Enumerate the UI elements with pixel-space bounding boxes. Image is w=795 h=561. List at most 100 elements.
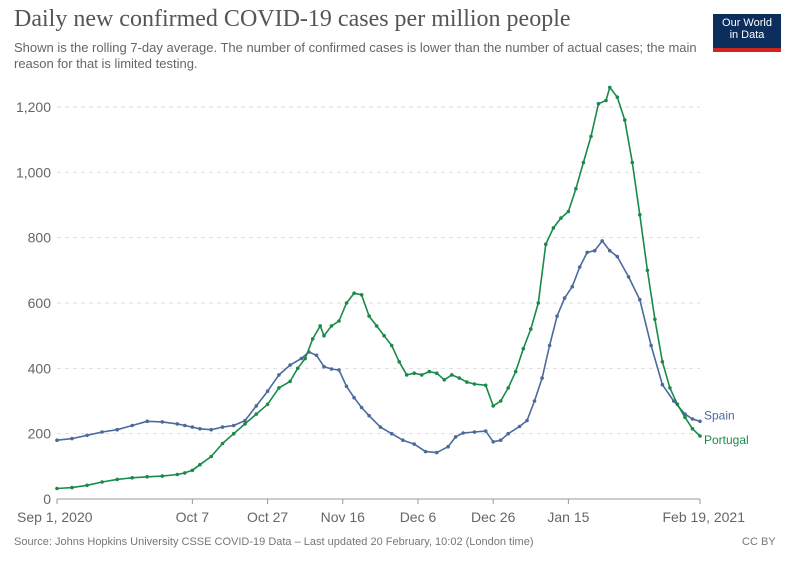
data-point-portugal (419, 373, 424, 377)
data-point-spain (254, 404, 259, 408)
data-point-spain (690, 417, 695, 421)
data-point-spain (453, 435, 458, 439)
owid-logo[interactable]: Our World in Data (713, 14, 781, 52)
data-point-portugal (457, 376, 462, 380)
data-point-spain (183, 423, 187, 428)
data-point-spain (378, 425, 383, 429)
x-tick-label: Oct 27 (247, 509, 288, 525)
x-tick-label: Oct 7 (176, 509, 210, 525)
x-tick-label: Nov 16 (321, 509, 366, 525)
data-point-portugal (442, 378, 447, 382)
data-point-portugal (130, 476, 134, 480)
data-point-spain (175, 422, 180, 426)
data-point-spain (299, 356, 304, 361)
data-point-spain (498, 438, 503, 443)
data-point-portugal (55, 486, 59, 491)
data-point-portugal (559, 216, 563, 220)
y-tick-label: 200 (28, 426, 52, 442)
data-point-portugal (254, 412, 259, 416)
data-point-portugal (513, 369, 518, 374)
data-point-portugal (483, 383, 488, 388)
data-point-portugal (529, 327, 533, 331)
data-point-portugal (521, 346, 526, 351)
data-point-portugal (352, 291, 356, 296)
data-point-spain (265, 389, 270, 394)
data-point-portugal (412, 371, 417, 376)
data-point-spain (592, 248, 597, 253)
data-point-portugal (295, 366, 300, 371)
data-point-portugal (506, 386, 511, 390)
data-point-spain (243, 418, 247, 423)
data-point-spain (367, 413, 371, 418)
data-point-portugal (608, 85, 612, 90)
data-point-portugal (668, 386, 672, 390)
data-point-portugal (160, 474, 165, 478)
data-point-portugal (427, 369, 432, 374)
data-point-portugal (318, 324, 323, 328)
data-point-spain (491, 440, 496, 444)
data-point-portugal (472, 382, 477, 386)
data-point-spain (55, 438, 59, 443)
series-line-spain (56, 240, 701, 454)
x-tick-label: Sep 1, 2020 (17, 509, 93, 525)
license-label[interactable]: CC BY (742, 536, 776, 548)
data-point-spain (517, 424, 522, 429)
data-point-portugal (243, 422, 247, 426)
chart-subtitle: Shown is the rolling 7-day average. The … (14, 40, 697, 71)
data-point-spain (626, 275, 631, 279)
data-point-spain (555, 314, 559, 318)
data-point-spain (100, 430, 104, 434)
data-point-portugal (359, 293, 364, 297)
data-point-spain (220, 425, 225, 429)
data-point-portugal (209, 454, 213, 459)
series-label-portugal: Portugal (704, 433, 749, 447)
data-point-portugal (231, 431, 236, 436)
data-point-spain (506, 431, 511, 436)
data-point-spain (288, 363, 292, 367)
data-point-portugal (566, 209, 571, 214)
logo-line-1: Our World (722, 17, 772, 29)
y-tick-label: 800 (28, 230, 52, 246)
logo-accent-bar (713, 48, 781, 52)
data-point-portugal (630, 160, 635, 165)
x-tick-label: Dec 6 (400, 509, 437, 525)
data-point-portugal (303, 356, 308, 361)
data-point-portugal (604, 98, 608, 103)
data-point-portugal (465, 380, 469, 384)
data-point-portugal (435, 371, 439, 376)
data-point-spain (600, 239, 604, 243)
y-tick-label: 0 (43, 491, 51, 507)
data-point-spain (577, 265, 582, 269)
data-point-portugal (589, 134, 593, 139)
data-point-spain (190, 425, 195, 429)
data-point-portugal (581, 160, 586, 165)
data-point-spain (483, 429, 488, 433)
data-point-portugal (175, 472, 180, 477)
data-point-spain (540, 376, 544, 380)
data-point-spain (322, 364, 326, 369)
data-point-portugal (145, 475, 149, 479)
source-note[interactable]: Source: Johns Hopkins University CSSE CO… (14, 536, 534, 548)
data-point-portugal (645, 268, 650, 273)
data-point-spain (423, 449, 428, 454)
data-point-spain (329, 367, 334, 371)
data-point-spain (435, 450, 439, 455)
data-point-spain (446, 444, 450, 449)
data-point-portugal (374, 324, 379, 328)
data-point-spain (562, 296, 567, 300)
data-point-portugal (367, 314, 371, 318)
data-point-spain (547, 343, 552, 348)
data-point-spain (130, 423, 134, 428)
data-point-portugal (675, 402, 680, 407)
data-point-portugal (115, 477, 119, 482)
data-point-spain (359, 405, 364, 410)
data-point-spain (344, 384, 349, 389)
data-point-portugal (660, 360, 665, 364)
data-point-portugal (329, 324, 334, 328)
data-point-spain (660, 382, 665, 387)
series-line-portugal (56, 86, 701, 490)
logo-line-2: in Data (729, 29, 765, 41)
data-point-spain (638, 297, 642, 302)
data-point-portugal (265, 402, 270, 407)
